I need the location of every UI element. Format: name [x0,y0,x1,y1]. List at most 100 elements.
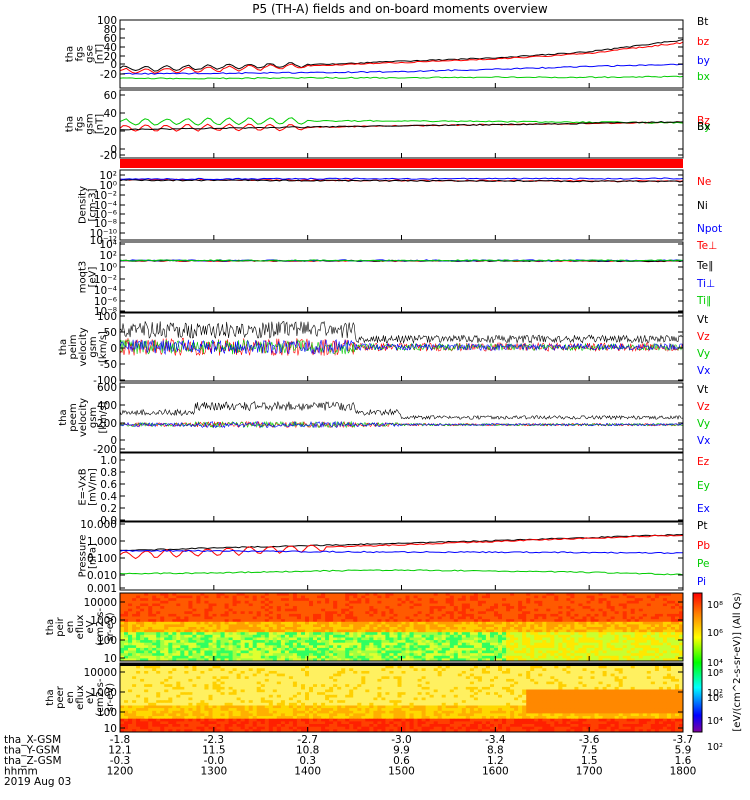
heatmap-cell [148,606,153,610]
heatmap-cell [329,678,334,683]
heatmap-cell [353,616,358,620]
heatmap-cell [192,593,197,597]
heatmap-cell [353,632,358,636]
heatmap-cell [646,673,652,677]
heatmap-cell [638,653,644,657]
heatmap-cell [317,647,322,651]
heatmap-cell [461,642,467,646]
heatmap-cell [570,619,575,623]
heatmap-cell [586,634,591,638]
plot-area-peer_spec [120,663,684,733]
heatmap-cell [473,647,479,651]
heatmap-cell [176,681,181,685]
heatmap-cell [626,645,632,649]
heatmap-cell [389,658,394,662]
heatmap-cell [200,632,205,636]
heatmap-cell [542,629,547,633]
heatmap-cell [389,613,394,617]
heatmap-cell [373,634,378,638]
heatmap-cell [473,650,479,654]
heatmap-cell [292,608,298,612]
heatmap-cell [445,673,451,677]
ytick-label: 20 [104,126,117,138]
heatmap-cell [341,619,346,623]
heatmap-cell [570,593,575,597]
heatmap-cell [301,632,306,636]
heatmap-cell [385,600,390,604]
heatmap-cell [574,637,579,641]
heatmap-cell [602,634,608,638]
heatmap-cell [421,593,427,597]
heatmap-cell [204,608,209,612]
legend-Vt: Vt [697,314,708,326]
heatmap-cell [453,613,459,617]
heatmap-cell [361,647,366,651]
heatmap-cell [365,598,370,602]
heatmap-cell [192,668,197,672]
heatmap-cell [441,611,447,615]
heatmap-cell [128,608,133,612]
heatmap-cell [204,676,209,680]
heatmap-cell [389,611,394,615]
heatmap-cell [598,627,603,631]
heatmap-cell [566,603,571,607]
heatmap-cell [365,600,370,604]
heatmap-cell [675,595,680,599]
heatmap-cell [252,645,258,649]
heatmap-cell [566,658,571,662]
heatmap-cell [670,621,676,625]
heatmap-cell [220,668,225,672]
heatmap-cell [425,640,431,644]
heatmap-cell [522,678,527,683]
heatmap-cell [333,673,338,677]
heatmap-cell [590,645,595,649]
heatmap-cell [461,676,467,680]
heatmap-cell [160,595,165,599]
heatmap-cell [514,676,519,680]
heatmap-cell [598,608,603,612]
heatmap-cell [477,673,483,677]
heatmap-cell [212,598,217,602]
heatmap-cell [594,673,599,677]
heatmap-cell [361,653,366,657]
heatmap-cell [510,595,515,599]
heatmap-cell [514,665,519,669]
heatmap-cell [192,603,197,607]
heatmap-cell [280,606,286,610]
heatmap-cell [196,676,201,680]
heatmap-cell [654,600,660,604]
heatmap-cell [361,600,366,604]
heatmap-cell [457,673,463,677]
heatmap-cell [132,621,137,625]
heatmap-cell [461,593,467,597]
heatmap-cell [124,634,129,638]
heatmap-cell [670,673,676,677]
heatmap-cell [445,621,451,625]
heatmap-cell [329,640,334,644]
heatmap-cell [353,637,358,641]
heatmap-cell [526,673,531,677]
heatmap-cell [228,647,234,651]
heatmap-cell [457,603,463,607]
heatmap-cell [128,603,133,607]
ylabel-line: tha [65,46,76,62]
heatmap-cell [208,606,213,610]
heatmap-cell [546,653,551,657]
heatmap-cell [212,655,217,659]
heatmap-cell [244,627,250,631]
heatmap-cell [514,642,519,646]
heatmap-cell [675,658,680,662]
heatmap-cell [124,600,129,604]
heatmap-cell [204,593,209,597]
heatmap-cell [490,676,495,680]
heatmap-cell [554,593,559,597]
heatmap-cell [417,678,423,683]
heatmap-cell [405,655,410,659]
heatmap-cell [188,627,193,631]
heatmap-cell [498,653,503,657]
heatmap-cell [437,627,443,631]
heatmap-cell [152,598,157,602]
heatmap-cell [172,598,177,602]
heatmap-cell [534,647,539,651]
heatmap-cell [345,658,350,662]
